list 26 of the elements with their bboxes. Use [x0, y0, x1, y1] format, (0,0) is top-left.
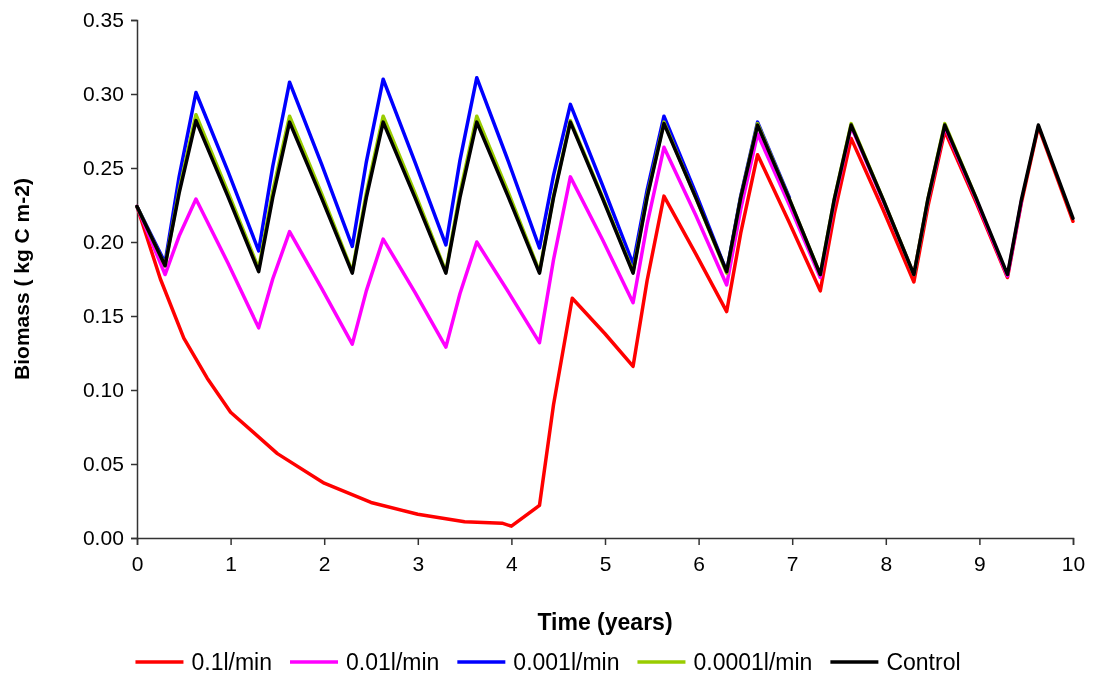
x-tick-label: 10 [1061, 552, 1086, 576]
x-tick-label: 8 [880, 552, 893, 576]
legend-label: 0.0001l/min [693, 649, 813, 675]
x-tick-label: 7 [786, 552, 799, 576]
legend-label: Control [886, 649, 961, 675]
y-tick-label: 0.00 [82, 526, 124, 550]
y-tick-label: 0.35 [82, 8, 124, 32]
x-tick-label: 3 [412, 552, 425, 576]
x-tick-label: 9 [974, 552, 986, 576]
x-tick-label: 6 [693, 552, 705, 576]
y-tick-label: 0.25 [82, 156, 124, 180]
y-tick-label: 0.15 [82, 304, 124, 328]
legend-label: 0.01l/min [346, 649, 440, 675]
x-tick-label: 0 [131, 552, 144, 576]
x-tick-label: 1 [225, 552, 237, 576]
legend-label: 0.001l/min [513, 649, 620, 675]
x-tick-label: 4 [506, 552, 519, 576]
legend-label: 0.1l/min [191, 649, 273, 675]
y-tick-label: 0.10 [82, 378, 124, 402]
x-tick-label: 5 [599, 552, 612, 576]
x-axis-title: Time (years) [537, 609, 673, 635]
y-axis-title: Biomass ( kg C m-2) [10, 178, 33, 380]
y-tick-label: 0.30 [82, 82, 124, 106]
y-tick-label: 0.20 [82, 230, 124, 254]
x-tick-label: 2 [318, 552, 331, 576]
y-tick-label: 0.05 [82, 452, 124, 476]
